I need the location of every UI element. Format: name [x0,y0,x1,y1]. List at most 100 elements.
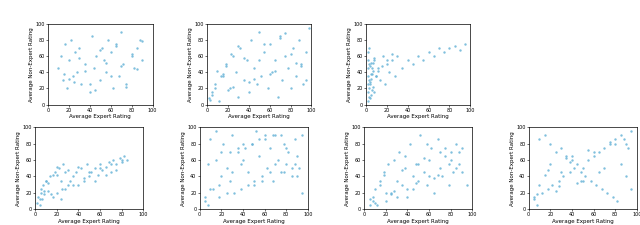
Point [221,191,232,195]
Point [456,171,467,174]
Point [41,179,51,182]
Point [389,189,399,193]
Point [243,183,253,186]
Point [228,85,238,89]
Point [623,146,633,149]
Point [534,183,545,186]
Point [460,42,470,46]
Point [64,58,74,62]
Point [392,195,402,199]
Point [270,133,280,137]
Point [95,162,105,166]
Point [49,171,60,174]
Point [422,142,432,145]
Point [122,158,132,162]
Point [97,168,108,172]
Point [363,99,373,102]
Point [249,77,259,81]
Point [111,168,122,172]
Point [426,146,436,149]
Point [364,62,374,66]
Point [529,198,539,201]
Point [221,166,232,170]
Point [276,171,286,174]
Point [273,95,283,98]
Point [424,175,434,178]
Point [238,79,248,82]
Point [236,46,246,50]
X-axis label: Average Expert Rating: Average Expert Rating [58,219,120,224]
Point [64,77,74,81]
Point [376,79,386,82]
Point [82,162,92,166]
Point [389,158,399,162]
Point [100,61,111,64]
Point [599,166,609,170]
Point [561,157,572,160]
Point [281,162,291,166]
Point [211,129,221,133]
Point [599,146,609,149]
Point [227,133,237,137]
Point [369,91,380,94]
Point [91,54,101,58]
Point [575,171,586,174]
Point [280,32,291,35]
Point [86,171,97,174]
Point [79,69,90,72]
Point [43,189,53,193]
Point [445,150,456,153]
Point [545,162,556,166]
Point [366,93,376,97]
Point [298,133,308,137]
Point [56,198,67,201]
Point [214,195,224,199]
Point [226,53,236,56]
Point [411,162,421,166]
Point [378,171,388,174]
Point [70,50,80,54]
Point [440,146,451,149]
Point [216,150,227,153]
Point [236,162,246,166]
Point [540,133,550,137]
Point [273,158,283,162]
Point [556,146,566,149]
Point [267,70,277,74]
Point [451,166,461,170]
Point [137,58,147,62]
X-axis label: Average Expert Rating: Average Expert Rating [223,219,285,224]
Point [612,199,623,203]
Point [454,162,465,166]
X-axis label: Average Expert Rating: Average Expert Rating [552,219,614,224]
Y-axis label: Average Non-Expert Rating: Average Non-Expert Rating [188,27,193,101]
Point [252,83,262,86]
Point [380,83,390,86]
Point [291,74,301,78]
Point [229,191,239,195]
Point [437,175,447,178]
Point [387,53,397,56]
Point [418,58,428,62]
Point [246,142,257,145]
Y-axis label: Average Non-Expert Rating: Average Non-Expert Rating [29,27,34,101]
Point [397,66,408,70]
Point [74,46,84,50]
Point [364,46,374,50]
Point [204,203,214,207]
Point [257,175,268,178]
Point [68,183,78,186]
Point [225,87,235,90]
Point [200,195,210,199]
Point [72,70,83,74]
Point [102,38,113,42]
Point [543,187,553,191]
Point [572,162,582,166]
Point [114,74,124,78]
Point [577,166,588,170]
Point [536,191,547,195]
Point [291,61,301,64]
Point [65,179,75,182]
Point [364,87,374,90]
Point [411,181,421,185]
